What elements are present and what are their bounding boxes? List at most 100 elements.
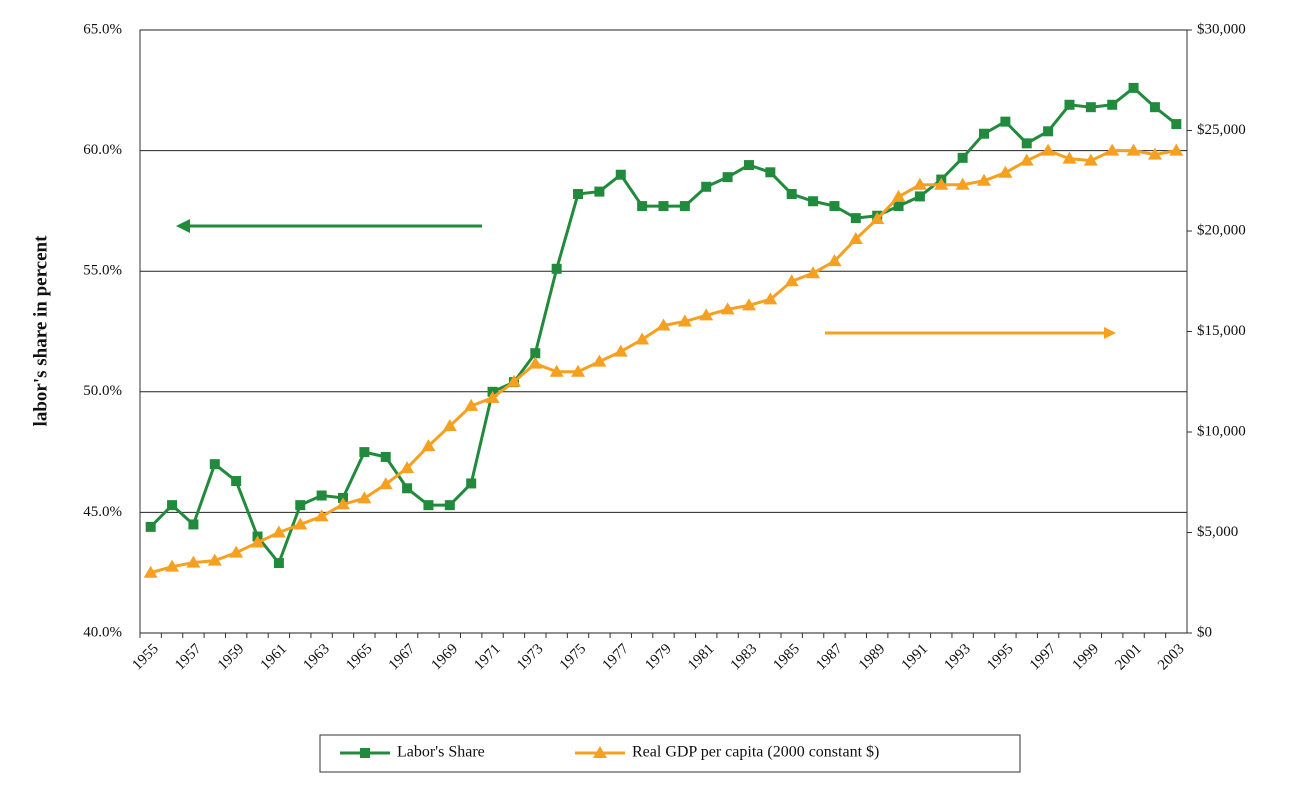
triangle-marker [677, 314, 692, 327]
x-tick-label: 1999 [1070, 641, 1103, 674]
square-marker [914, 191, 925, 202]
square-marker [829, 201, 840, 212]
triangle-marker [250, 535, 265, 548]
triangle-marker [229, 545, 244, 558]
square-marker [231, 476, 242, 487]
square-marker [1064, 99, 1075, 110]
x-tick-label: 1969 [429, 641, 462, 674]
triangle-marker [720, 302, 735, 315]
triangle-marker [870, 211, 885, 224]
triangle-marker [314, 509, 329, 522]
triangle-marker [955, 177, 970, 190]
triangle-marker [827, 254, 842, 267]
square-marker [1149, 102, 1160, 113]
square-marker [380, 451, 391, 462]
x-tick-label: 1961 [258, 641, 291, 674]
x-tick-label: 1955 [129, 641, 162, 674]
x-tick-label: 1991 [899, 641, 932, 674]
square-marker [167, 500, 178, 511]
square-marker [466, 478, 477, 489]
square-marker [594, 186, 605, 197]
x-tick-label: 1975 [557, 641, 590, 674]
triangle-marker [293, 517, 308, 530]
square-marker [786, 189, 797, 200]
triangle-marker [1083, 153, 1098, 166]
square-marker [1085, 102, 1096, 113]
triangle-marker [891, 189, 906, 202]
legend-label: Labor's Share [397, 744, 485, 761]
square-marker [893, 201, 904, 212]
triangle-marker [998, 165, 1013, 178]
x-tick-label: 1977 [599, 641, 632, 674]
x-tick-label: 1967 [386, 641, 419, 674]
triangle-marker [763, 292, 778, 305]
square-marker [444, 500, 455, 511]
y2-tick-label: $10,000 [1197, 423, 1246, 439]
x-tick-label: 1981 [685, 641, 718, 674]
square-marker [145, 521, 156, 532]
triangle-marker [165, 559, 180, 572]
square-marker [359, 447, 370, 458]
x-tick-label: 1957 [172, 641, 205, 674]
square-marker [957, 152, 968, 163]
x-tick-label: 1963 [300, 641, 333, 674]
triangle-marker [1169, 143, 1184, 156]
y-axis-label: labor's share in percent [30, 235, 51, 427]
square-marker [530, 348, 541, 359]
triangle-marker [571, 364, 586, 377]
square-marker [209, 459, 220, 470]
square-marker [765, 167, 776, 178]
y-tick-label: 45.0% [83, 504, 122, 520]
square-marker [1171, 119, 1182, 130]
square-marker [979, 128, 990, 139]
y2-tick-label: $5,000 [1197, 524, 1238, 540]
triangle-marker [442, 418, 457, 431]
triangle-marker [506, 374, 521, 387]
y2-tick-label: $30,000 [1197, 21, 1246, 37]
triangle-marker [271, 525, 286, 538]
x-tick-label: 1983 [728, 641, 761, 674]
triangle-marker [848, 232, 863, 245]
y-tick-label: 55.0% [83, 263, 122, 279]
y-tick-label: 60.0% [83, 142, 122, 158]
square-marker [188, 519, 199, 530]
x-tick-label: 1959 [215, 641, 248, 674]
triangle-marker [1147, 147, 1162, 160]
y-tick-label: 65.0% [83, 21, 122, 37]
legend [319, 734, 1021, 773]
y2-tick-label: $25,000 [1197, 122, 1246, 138]
x-tick-label: 1979 [642, 641, 675, 674]
triangle-marker [421, 439, 436, 452]
triangle-marker [699, 308, 714, 321]
y-tick-label: 50.0% [83, 383, 122, 399]
x-tick-label: 1965 [343, 641, 376, 674]
triangle-marker [1062, 151, 1077, 164]
square-marker [679, 201, 690, 212]
x-tick-label: 2001 [1112, 641, 1145, 674]
triangle-marker [186, 555, 201, 568]
square-marker [551, 263, 562, 274]
y2-tick-label: $15,000 [1197, 323, 1246, 339]
square-marker [701, 181, 712, 192]
square-marker [573, 189, 584, 200]
triangle-marker [784, 274, 799, 287]
triangle-marker [806, 266, 821, 279]
square-marker [1107, 99, 1118, 110]
triangle-marker [977, 173, 992, 186]
triangle-marker [912, 177, 927, 190]
square-marker [808, 196, 819, 207]
triangle-marker [143, 565, 158, 578]
x-tick-label: 1971 [471, 641, 504, 674]
triangle-marker [549, 364, 564, 377]
square-marker [637, 201, 648, 212]
right-arrow [825, 327, 1116, 339]
triangle-marker [335, 497, 350, 510]
triangle-marker [592, 354, 607, 367]
triangle-marker [1019, 153, 1034, 166]
triangle-marker [357, 491, 372, 504]
triangle-marker [464, 398, 479, 411]
square-marker [615, 169, 626, 180]
x-tick-label: 2003 [1155, 641, 1188, 674]
x-tick-label: 1997 [1027, 641, 1060, 674]
